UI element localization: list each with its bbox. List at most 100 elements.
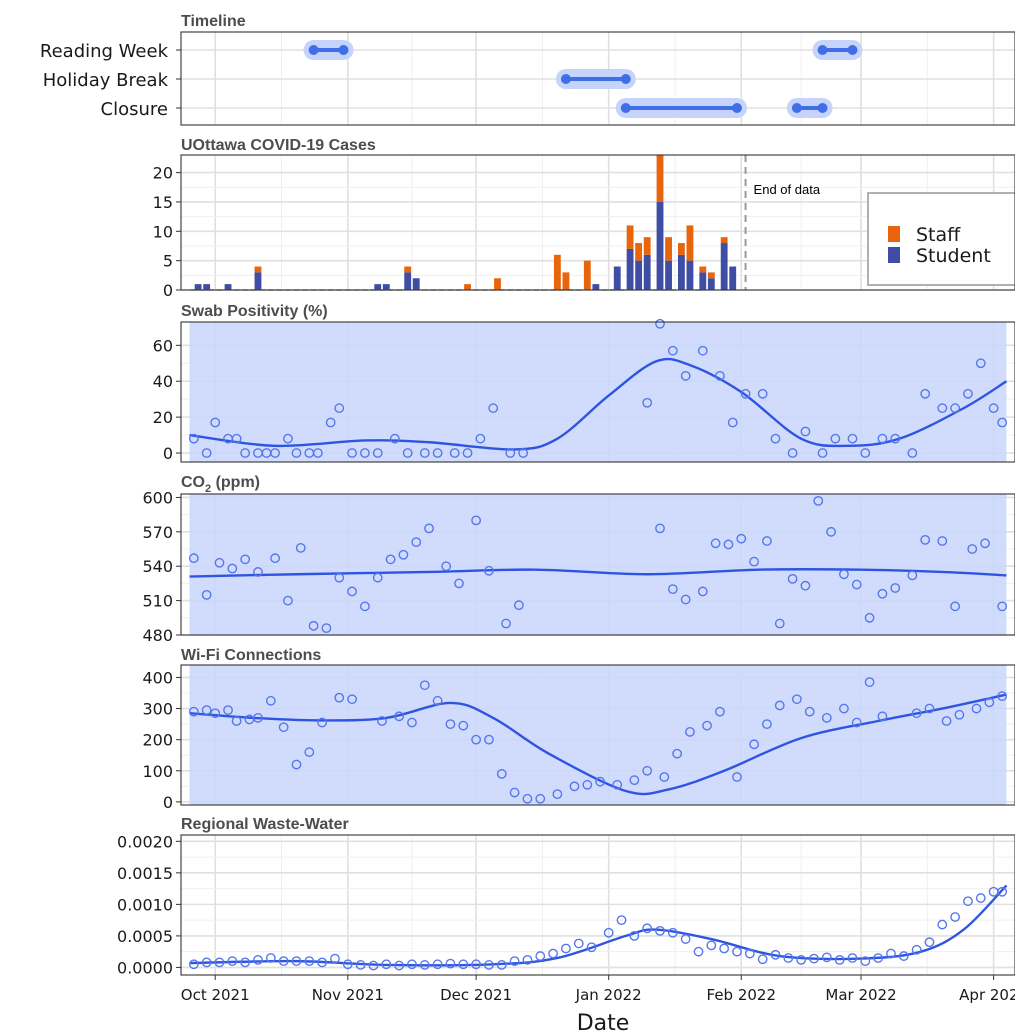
data-point xyxy=(774,700,785,711)
x-tick-label: Nov 2021 xyxy=(312,986,384,1004)
trend-line xyxy=(189,693,1007,796)
data-point xyxy=(680,370,691,381)
marks-layer xyxy=(188,45,1008,971)
bar-staff xyxy=(562,272,570,290)
data-point xyxy=(548,948,558,959)
data-point xyxy=(847,433,858,444)
bar-student xyxy=(412,278,420,290)
bar-staff xyxy=(635,243,643,261)
data-point xyxy=(488,403,499,414)
panel-title-positivity: Swab Positivity (%) xyxy=(181,303,328,320)
data-point xyxy=(864,612,875,623)
data-point xyxy=(334,692,345,703)
data-point xyxy=(864,677,875,688)
data-point xyxy=(484,565,494,576)
y-tick-label: 400 xyxy=(142,668,173,687)
data-point xyxy=(445,958,456,969)
data-point xyxy=(201,705,212,716)
data-point xyxy=(484,960,494,970)
data-point xyxy=(629,931,640,941)
data-point xyxy=(509,956,520,967)
data-point xyxy=(569,781,580,792)
bar-student xyxy=(643,254,651,290)
data-point xyxy=(851,579,862,590)
data-point xyxy=(877,433,888,444)
data-point xyxy=(278,956,289,967)
legend-label-student: Student xyxy=(916,245,991,267)
data-point xyxy=(291,448,302,458)
data-point xyxy=(830,433,841,444)
y-tick-label: 0 xyxy=(163,444,173,463)
data-point xyxy=(552,789,563,800)
data-point xyxy=(471,959,482,970)
bar-staff xyxy=(643,237,651,255)
bar-student xyxy=(254,272,262,290)
x-tick-label: Apr 2022 xyxy=(959,986,1015,1004)
bar-staff xyxy=(686,225,694,261)
data-point xyxy=(907,570,918,581)
data-point xyxy=(740,388,751,399)
data-point xyxy=(629,775,640,786)
data-point xyxy=(283,433,293,444)
data-point xyxy=(295,542,306,553)
data-point xyxy=(680,934,691,944)
data-point xyxy=(381,959,392,970)
data-point xyxy=(642,923,653,934)
data-point xyxy=(787,448,798,458)
data-point xyxy=(347,448,357,458)
y-tick-label: 5 xyxy=(163,252,173,271)
timeline-interval-start xyxy=(560,74,571,84)
x-tick-label: Oct 2021 xyxy=(181,986,250,1004)
data-point xyxy=(317,957,328,968)
trend-line xyxy=(189,357,1008,451)
y-tick-label: 600 xyxy=(142,488,173,507)
data-point xyxy=(997,601,1008,612)
data-point xyxy=(954,709,965,720)
bar-staff xyxy=(494,278,501,290)
data-point xyxy=(347,694,357,705)
y-tick-label: 15 xyxy=(153,193,173,212)
data-point xyxy=(809,953,819,964)
data-point xyxy=(454,578,464,589)
y-tick-label: 0 xyxy=(163,281,173,300)
data-point xyxy=(402,448,413,458)
data-point xyxy=(963,896,973,907)
data-point xyxy=(834,954,845,965)
timeline-interval-end xyxy=(847,45,858,55)
data-point xyxy=(330,953,340,964)
data-point xyxy=(308,620,319,631)
data-point xyxy=(462,448,473,458)
data-point xyxy=(317,717,328,728)
data-point xyxy=(445,719,456,730)
y-tick-label: 200 xyxy=(142,731,173,750)
labels-layer: Timeline UOttawa COVID-19 Cases Swab Pos… xyxy=(40,13,1015,1036)
data-point xyxy=(667,927,678,938)
x-tick-label: Dec 2021 xyxy=(440,986,512,1004)
data-point xyxy=(762,536,772,546)
data-point xyxy=(270,448,280,458)
data-point xyxy=(714,370,725,381)
data-point xyxy=(860,448,871,458)
data-point xyxy=(214,957,225,968)
timeline-interval-start xyxy=(817,45,828,55)
data-point xyxy=(603,927,614,938)
data-point xyxy=(240,448,251,458)
bar-student xyxy=(707,278,715,290)
data-point xyxy=(360,601,370,612)
data-point xyxy=(505,448,516,458)
timeline-category-label: Reading Week xyxy=(40,41,169,62)
data-point xyxy=(484,734,494,745)
bar-student xyxy=(635,260,643,290)
data-point xyxy=(890,433,901,444)
data-point xyxy=(800,580,811,591)
bar-staff xyxy=(699,266,707,273)
x-tick-label: Mar 2022 xyxy=(825,986,896,1004)
data-point xyxy=(573,938,584,949)
data-point xyxy=(804,706,815,717)
data-point xyxy=(963,388,973,399)
y-tick-label: 0.0015 xyxy=(117,864,173,883)
end-of-data-label: End of data xyxy=(754,182,821,197)
data-point xyxy=(355,960,366,970)
data-point xyxy=(907,448,918,458)
